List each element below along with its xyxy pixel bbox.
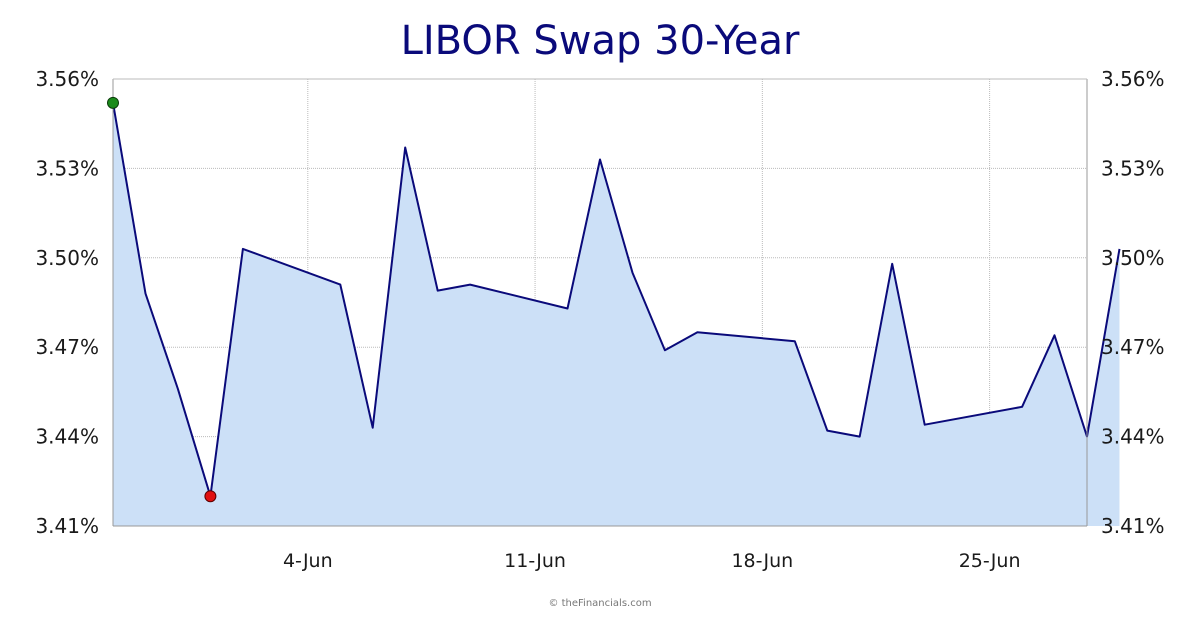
y-tick-label-right: 3.47% — [1101, 335, 1165, 359]
markers — [107, 96, 217, 503]
x-tick-label: 4-Jun — [283, 550, 333, 572]
y-tick-label-left: 3.53% — [35, 156, 99, 180]
x-tick-label: 25-Jun — [959, 550, 1021, 572]
x-tick-label: 18-Jun — [731, 550, 793, 572]
y-tick-label-right: 3.41% — [1101, 514, 1165, 538]
y-tick-label-left: 3.44% — [35, 425, 99, 449]
y-axis-left: 3.41% 3.44% 3.47% 3.50% 3.53% 3.56% — [35, 67, 99, 538]
x-axis: 4-Jun 11-Jun 18-Jun 25-Jun — [283, 550, 1021, 572]
chart-title: LIBOR Swap 30-Year — [400, 18, 800, 64]
high-marker — [107, 96, 119, 109]
series-area-fill — [113, 102, 1120, 527]
plot-frame — [112, 78, 1088, 527]
low-marker — [204, 490, 217, 503]
y-tick-label-right: 3.56% — [1101, 67, 1165, 91]
y-tick-label-right: 3.50% — [1101, 246, 1165, 270]
x-tick-label: 11-Jun — [504, 550, 566, 572]
y-tick-label-left: 3.56% — [35, 67, 99, 91]
credit-text: © theFinancials.com — [548, 598, 652, 609]
y-tick-label-left: 3.47% — [35, 335, 99, 359]
y-tick-label-right: 3.53% — [1101, 156, 1165, 180]
y-tick-label-left: 3.41% — [35, 514, 99, 538]
y-tick-label-right: 3.44% — [1101, 425, 1165, 449]
series-line — [112, 102, 1121, 498]
y-axis-right: 3.41% 3.44% 3.47% 3.50% 3.53% 3.56% — [1101, 67, 1165, 538]
y-tick-label-left: 3.50% — [35, 246, 99, 270]
